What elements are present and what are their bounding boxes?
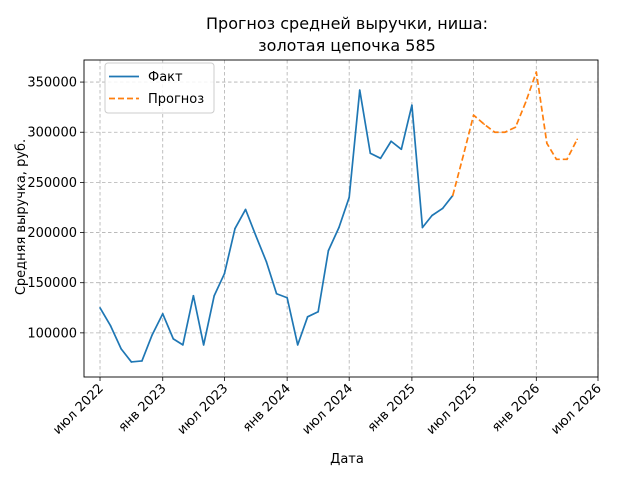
data-point-fact <box>99 306 101 309</box>
data-point-fact <box>202 344 205 346</box>
legend-frame <box>104 62 215 114</box>
data-point-forecast <box>504 131 506 134</box>
data-point-forecast <box>576 138 579 141</box>
data-point-forecast <box>524 101 527 103</box>
data-point-fact <box>390 140 392 143</box>
data-point-fact <box>296 344 299 346</box>
data-point-fact <box>379 157 382 160</box>
data-point-fact <box>234 227 236 230</box>
data-point-fact <box>348 196 350 199</box>
data-point-fact <box>254 234 257 237</box>
data-point-fact <box>421 226 424 229</box>
chart-title-line-2: золотая цепочка 585 <box>258 36 436 55</box>
plot-series <box>99 71 579 363</box>
data-point-fact <box>411 104 413 106</box>
y-tick-label: 300000 <box>27 126 77 141</box>
data-point-fact <box>265 260 268 263</box>
data-point-fact <box>161 313 164 315</box>
x-axis-label: Дата <box>330 452 364 467</box>
data-point-fact <box>172 338 175 340</box>
data-point-fact <box>223 272 226 275</box>
data-point-fact <box>244 208 247 211</box>
data-point-forecast <box>451 194 454 197</box>
data-point-fact <box>109 325 112 327</box>
y-tick-label: 150000 <box>27 276 77 291</box>
data-point-forecast <box>493 131 496 134</box>
data-point-fact <box>431 214 433 217</box>
data-point-fact <box>441 207 444 210</box>
data-point-fact <box>358 89 361 91</box>
data-point-forecast <box>566 158 568 161</box>
data-point-fact <box>213 294 216 297</box>
data-point-fact <box>192 294 195 297</box>
data-point-forecast <box>555 158 558 161</box>
plot-frame <box>83 59 599 378</box>
data-point-fact <box>306 316 309 318</box>
legend-label-forecast: Прогноз <box>148 92 204 107</box>
chart-title-line-1: Прогноз средней выручки, ниша: <box>206 14 488 33</box>
y-axis-label: Средняя выручка, руб. <box>14 139 29 295</box>
data-point-forecast <box>472 114 475 116</box>
y-tick-label: 200000 <box>27 226 77 241</box>
data-point-fact <box>151 334 153 336</box>
data-point-fact <box>275 292 278 295</box>
data-point-forecast <box>514 126 517 129</box>
data-point-fact <box>400 148 403 151</box>
y-tick-label: 350000 <box>27 76 77 91</box>
data-point-fact <box>338 226 340 229</box>
data-point-forecast <box>535 71 538 73</box>
data-point-forecast <box>546 142 548 145</box>
data-point-fact <box>317 310 319 313</box>
y-tick-label: 250000 <box>27 176 77 191</box>
data-point-fact <box>141 360 143 362</box>
data-point-fact <box>327 249 330 252</box>
legend-label-fact: Факт <box>148 70 183 85</box>
data-point-forecast <box>462 154 465 157</box>
legend: Факт Прогноз <box>104 62 215 114</box>
y-tick-label: 100000 <box>27 326 77 341</box>
data-point-fact <box>130 361 133 363</box>
data-point-fact <box>182 344 184 346</box>
data-point-fact <box>120 348 122 350</box>
data-point-forecast <box>483 123 485 126</box>
data-point-fact <box>286 296 288 299</box>
data-point-fact <box>369 152 372 155</box>
